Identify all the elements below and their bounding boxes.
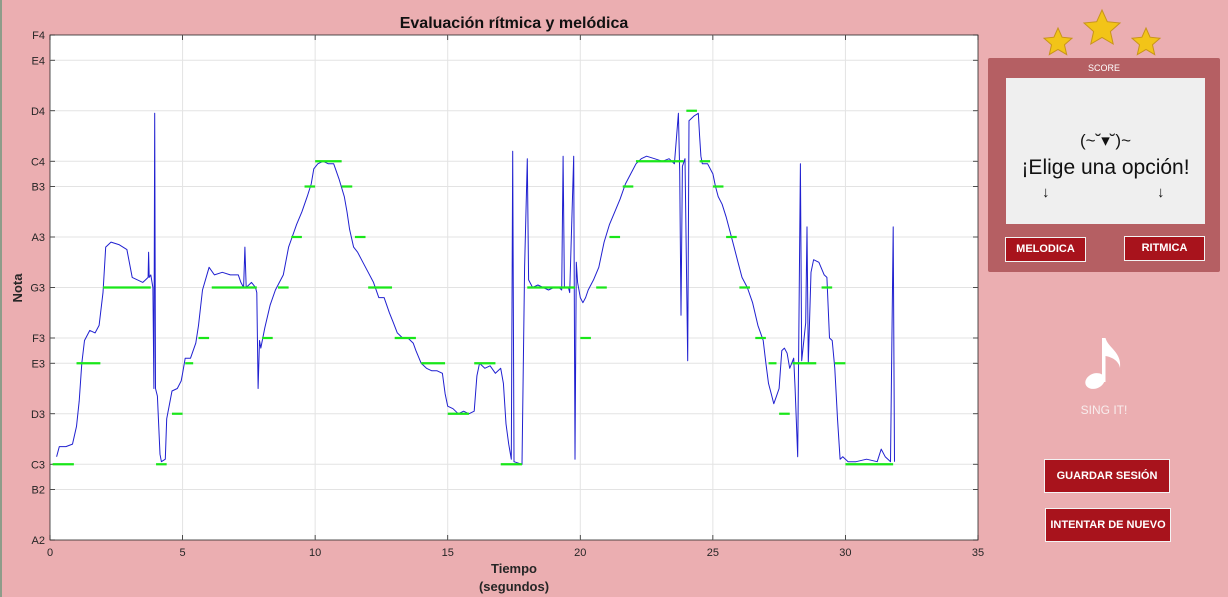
melodica-button[interactable]: MELODICA bbox=[1005, 237, 1086, 262]
y-tick-label: E3 bbox=[32, 358, 45, 370]
y-tick-label: E4 bbox=[32, 55, 45, 67]
stars-rating bbox=[1042, 8, 1162, 56]
star-icon bbox=[1082, 8, 1122, 46]
music-note-icon[interactable] bbox=[1082, 334, 1126, 392]
x-axis-label: Tiempo bbox=[491, 561, 537, 576]
star-icon bbox=[1130, 26, 1162, 56]
x-tick-label: 15 bbox=[442, 547, 454, 559]
x-axis-label-units: (segundos) bbox=[479, 579, 549, 594]
arrow-down-icon: ↓ bbox=[1042, 184, 1050, 201]
sung-pitch-line bbox=[56, 112, 895, 465]
y-axis-label: Nota bbox=[10, 273, 25, 303]
y-tick-label: A3 bbox=[32, 232, 45, 244]
x-axis-ticks: 0 5 10 15 20 25 30 35 bbox=[47, 35, 984, 559]
score-display: (~˘▾˘)~ ¡Elige una opción! ↓ ↓ bbox=[1006, 78, 1205, 224]
x-tick-label: 35 bbox=[972, 547, 984, 559]
window-edge bbox=[0, 0, 2, 597]
x-tick-label: 20 bbox=[574, 547, 586, 559]
y-tick-label: C3 bbox=[31, 459, 45, 471]
pitch-chart: A2 B2 C3 D3 E3 F3 G3 A3 B3 C4 D4 E4 F4 0 5 10 15 20 25 30 3… bbox=[10, 15, 984, 594]
ritmica-button[interactable]: RITMICA bbox=[1124, 236, 1205, 261]
y-tick-label: B3 bbox=[32, 182, 45, 194]
y-tick-label: F3 bbox=[32, 333, 45, 345]
y-tick-label: D3 bbox=[31, 409, 45, 421]
y-tick-label: D4 bbox=[31, 106, 45, 118]
score-panel: SCORE (~˘▾˘)~ ¡Elige una opción! ↓ ↓ MEL… bbox=[988, 58, 1220, 272]
y-tick-label: C4 bbox=[31, 156, 45, 168]
x-tick-label: 25 bbox=[707, 547, 719, 559]
score-face: (~˘▾˘)~ bbox=[1079, 131, 1132, 150]
x-tick-label: 10 bbox=[309, 547, 321, 559]
x-tick-label: 30 bbox=[839, 547, 851, 559]
y-axis-ticks: A2 B2 C3 D3 E3 F3 G3 A3 B3 C4 D4 E4 F4 bbox=[30, 30, 978, 547]
score-label: SCORE bbox=[1087, 63, 1120, 73]
chart-title: Evaluación rítmica y melódica bbox=[400, 15, 629, 32]
y-tick-label: F4 bbox=[32, 30, 45, 42]
x-tick-label: 0 bbox=[47, 547, 53, 559]
x-tick-label: 5 bbox=[180, 547, 186, 559]
y-tick-label: A2 bbox=[32, 535, 45, 547]
arrow-down-icon: ↓ bbox=[1157, 184, 1165, 201]
star-icon bbox=[1042, 26, 1074, 56]
y-tick-label: G3 bbox=[30, 283, 45, 295]
sing-label: SING IT! bbox=[1080, 403, 1128, 417]
save-session-button[interactable]: GUARDAR SESIÓN bbox=[1044, 459, 1170, 493]
try-again-button[interactable]: INTENTAR DE NUEVO bbox=[1045, 508, 1171, 542]
series bbox=[52, 109, 895, 466]
score-message: ¡Elige una opción! bbox=[1021, 156, 1190, 179]
y-tick-label: B2 bbox=[32, 485, 45, 497]
